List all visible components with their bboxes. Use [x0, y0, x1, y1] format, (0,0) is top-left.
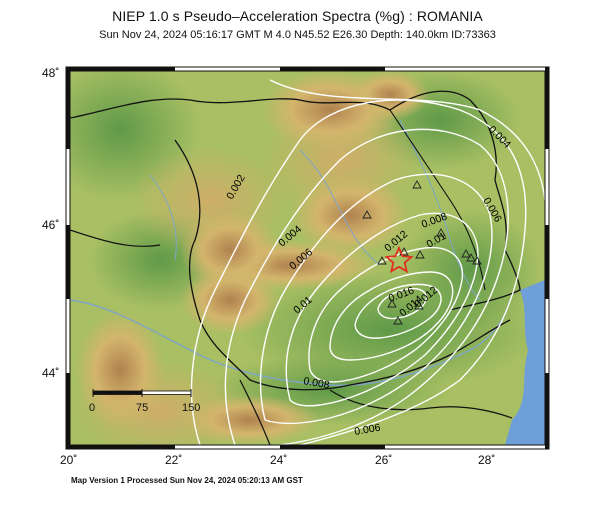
contour-lines: [190, 79, 545, 445]
processing-note: Map Version 1 Processed Sun Nov 24, 2024…: [71, 476, 303, 485]
triangle-icon: [436, 228, 446, 237]
triangle-icon: [387, 299, 397, 308]
triangle-icon: [377, 256, 387, 265]
triangle-icon: [393, 316, 403, 325]
station-markers: [362, 180, 482, 325]
triangle-icon: [412, 180, 422, 189]
triangle-icon: [414, 301, 424, 310]
lat-label: 48˚: [42, 66, 59, 80]
star-icon: [384, 245, 414, 274]
triangle-icon: [466, 253, 476, 262]
terrain-layer: [70, 71, 545, 445]
contour-label: 0.006: [353, 422, 381, 438]
triangle-icon: [362, 210, 372, 219]
map-frame: [65, 66, 550, 450]
scale-label: 75: [136, 402, 148, 414]
lon-label: 20˚: [60, 453, 77, 467]
triangle-icon: [399, 247, 409, 256]
map-subtitle: Sun Nov 24, 2024 05:16:17 GMT M 4.0 N45.…: [99, 29, 496, 41]
scale-label: 150: [182, 402, 200, 414]
contour-label: 0.008: [302, 375, 330, 391]
lon-label: 24˚: [270, 453, 287, 467]
triangle-icon: [415, 250, 425, 259]
map-title: NIEP 1.0 s Pseudo–Acceleration Spectra (…: [112, 8, 483, 24]
triangle-icon: [472, 256, 482, 265]
scale-bar: 0 75 150: [89, 389, 200, 414]
axis-labels: 48˚ 46˚ 44˚ 20˚ 22˚ 24˚ 26˚ 28˚: [42, 66, 495, 467]
lat-label: 46˚: [42, 218, 59, 232]
lon-label: 26˚: [375, 453, 392, 467]
scale-label: 0: [89, 402, 95, 414]
lat-label: 44˚: [42, 366, 59, 380]
lon-label: 22˚: [165, 453, 182, 467]
triangle-icon: [461, 249, 471, 258]
lon-label: 28˚: [478, 453, 495, 467]
